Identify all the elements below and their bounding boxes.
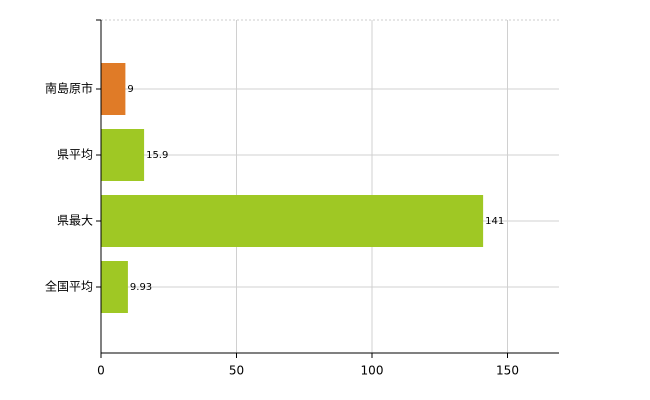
value-label: 9.93 <box>130 282 152 293</box>
bar <box>101 195 484 247</box>
x-tick-label: 100 <box>361 364 384 378</box>
y-tick-label: 南島原市 <box>45 81 93 96</box>
y-tick-label: 県最大 <box>57 214 93 228</box>
y-tick-label: 全国平均 <box>45 279 93 294</box>
x-tick-label: 150 <box>496 364 519 378</box>
bar <box>101 129 145 181</box>
bar <box>101 63 126 115</box>
x-tick-label: 50 <box>229 364 244 378</box>
bar <box>101 261 128 313</box>
value-label: 9 <box>127 84 133 95</box>
y-tick-label: 県平均 <box>57 148 93 162</box>
value-label: 141 <box>485 216 504 227</box>
value-label: 15.9 <box>146 150 168 161</box>
x-tick-label: 0 <box>97 364 105 378</box>
